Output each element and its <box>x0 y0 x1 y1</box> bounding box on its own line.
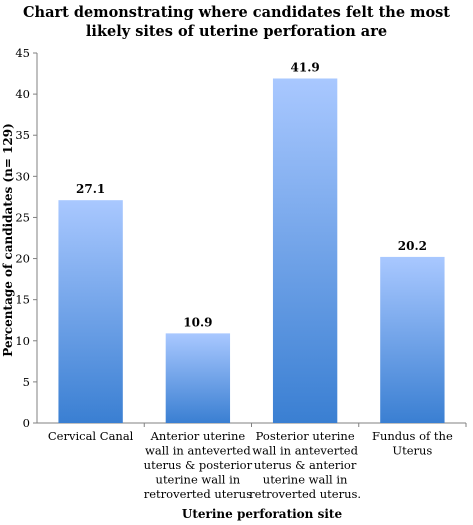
x-axis-label: Uterine perforation site <box>182 507 343 521</box>
y-tick-label: 40 <box>15 87 30 101</box>
x-tick-label: Cervical Canal <box>48 429 134 443</box>
x-tick-label-line: uterine wall in <box>263 473 348 487</box>
y-tick-label: 15 <box>15 293 30 307</box>
x-tick-label: Anterior uterine wall in anteverted uterus… <box>144 429 253 501</box>
data-label: 10.9 <box>183 315 212 329</box>
chart-title-line-2: likely sites of uterine perforation are <box>85 23 388 40</box>
x-tick-label-line: wall in anteverted <box>145 444 251 458</box>
x-tick-label-line: Cervical Canal <box>48 429 134 443</box>
bar <box>165 333 231 423</box>
x-tick-label-line: retroverted uterus <box>144 487 252 501</box>
y-tick-label: 30 <box>15 169 30 183</box>
x-tick-label: Posterior uterine wall in anteverted uteru… <box>249 429 361 501</box>
y-tick-label: 35 <box>15 128 30 142</box>
bar <box>272 78 338 423</box>
chart-title: Chart demonstrating where candidates fel… <box>0 3 473 41</box>
x-tick-label-line: uterine wall in <box>156 473 241 487</box>
y-tick-label: 25 <box>15 210 30 224</box>
data-label: 20.2 <box>398 239 427 253</box>
x-tick-label: Fundus of the Uterus <box>372 429 453 458</box>
chart-title-line-1: Chart demonstrating where candidates fel… <box>23 4 450 21</box>
x-tick-label-line: Anterior uterine <box>150 429 246 443</box>
bar <box>380 256 445 423</box>
x-tick-label-line: wall in anteverted <box>252 444 358 458</box>
y-tick-label: 20 <box>15 252 30 266</box>
x-tick-label-line: Posterior uterine <box>256 429 355 443</box>
y-tick-label: 10 <box>15 334 30 348</box>
y-tick-label: 0 <box>23 416 30 430</box>
y-tick-label: 45 <box>15 46 30 60</box>
bar <box>58 200 123 423</box>
x-tick-label-line: uterus & posterior <box>144 458 253 472</box>
data-label: 27.1 <box>76 182 105 196</box>
y-tick-label: 5 <box>23 375 30 389</box>
x-tick-label-line: retroverted uterus. <box>249 487 361 501</box>
y-axis-label: Percentage of candidates (n= 129) <box>1 123 15 357</box>
x-tick-label-line: Uterus <box>392 444 432 458</box>
x-tick-label-line: uterus & anterior <box>254 458 357 472</box>
x-tick-label-line: Fundus of the <box>372 429 453 443</box>
data-label: 41.9 <box>291 60 320 74</box>
